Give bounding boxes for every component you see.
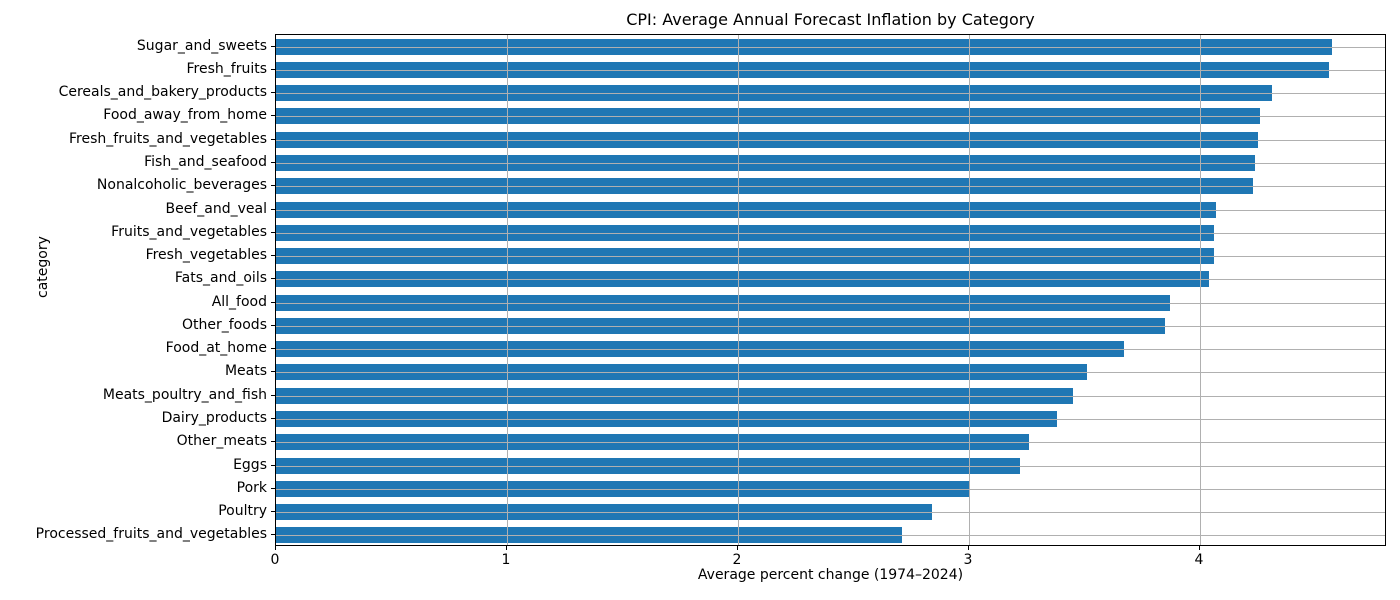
- y-tick-mark: [271, 92, 275, 94]
- y-tick-mark: [271, 511, 275, 513]
- y-tick-label-Fresh_fruits: Fresh_fruits: [186, 60, 268, 77]
- y-tick-label-Beef_and_veal: Beef_and_veal: [165, 200, 267, 217]
- y-axis-label: category: [34, 236, 51, 298]
- gridline-y-Processed_fruits_and_vegetables: [276, 535, 1385, 537]
- plot-area: [275, 34, 1386, 546]
- x-tick-label-2: 2: [732, 552, 742, 568]
- y-tick-mark: [271, 418, 275, 419]
- y-tick-mark: [271, 162, 275, 163]
- y-tick-label-All_food: All_food: [211, 293, 267, 310]
- y-tick-label-Cereals_and_bakery_products: Cereals_and_bakery_products: [58, 84, 267, 101]
- y-tick-label-Other_foods: Other_foods: [182, 316, 267, 333]
- gridline-y-Food_away_from_home: [276, 116, 1385, 118]
- y-tick-mark: [271, 115, 275, 117]
- y-tick-mark: [271, 348, 275, 350]
- x-tick-label-1: 1: [501, 552, 511, 568]
- y-tick-mark: [271, 278, 275, 280]
- x-tick-mark: [736, 546, 738, 550]
- gridline-y-Pork: [276, 488, 1385, 490]
- gridline-y-Food_at_home: [276, 349, 1385, 351]
- x-tick-label-3: 3: [963, 552, 973, 568]
- x-tick-mark: [505, 546, 507, 550]
- y-tick-mark: [271, 208, 275, 210]
- gridline-x-3: [968, 35, 970, 545]
- gridline-y-Eggs: [276, 465, 1385, 467]
- gridline-y-All_food: [276, 302, 1385, 304]
- gridline-y-Beef_and_veal: [276, 209, 1385, 211]
- gridline-y-Fats_and_oils: [276, 279, 1385, 281]
- y-tick-mark: [271, 231, 275, 233]
- y-tick-mark: [271, 324, 275, 326]
- gridline-y-Fresh_fruits: [276, 69, 1385, 71]
- y-tick-mark: [271, 371, 275, 373]
- gridline-y-Meats: [276, 372, 1385, 374]
- y-tick-mark: [271, 185, 275, 187]
- gridline-x-2: [737, 35, 739, 545]
- y-tick-label-Sugar_and_sweets: Sugar_and_sweets: [136, 37, 267, 54]
- y-tick-label-Meats: Meats: [224, 363, 267, 380]
- y-tick-mark: [271, 464, 275, 466]
- y-tick-label-Fresh_fruits_and_vegetables: Fresh_fruits_and_vegetables: [69, 130, 267, 147]
- y-tick-mark: [271, 255, 275, 257]
- chart-title: CPI: Average Annual Forecast Inflation b…: [626, 10, 1035, 29]
- y-tick-mark: [271, 138, 275, 140]
- gridline-y-Poultry: [276, 512, 1385, 514]
- gridline-y-Other_meats: [276, 442, 1385, 444]
- gridline-x-4: [1199, 35, 1201, 545]
- y-tick-mark: [271, 394, 275, 396]
- gridline-y-Other_foods: [276, 325, 1385, 327]
- gridline-y-Dairy_products: [276, 419, 1385, 420]
- y-tick-label-Fish_and_seafood: Fish_and_seafood: [144, 154, 267, 170]
- gridline-y-Sugar_and_sweets: [276, 46, 1385, 48]
- y-tick-mark: [271, 534, 275, 536]
- gridline-y-Fish_and_seafood: [276, 163, 1385, 164]
- y-tick-mark: [271, 301, 275, 303]
- gridline-y-Cereals_and_bakery_products: [276, 93, 1385, 95]
- x-axis-label: Average percent change (1974–2024): [697, 567, 964, 583]
- y-tick-label-Pork: Pork: [236, 479, 267, 496]
- x-tick-label-4: 4: [1194, 552, 1204, 568]
- gridline-y-Fruits_and_vegetables: [276, 232, 1385, 234]
- gridline-y-Nonalcoholic_beverages: [276, 186, 1385, 188]
- y-tick-label-Nonalcoholic_beverages: Nonalcoholic_beverages: [96, 177, 267, 194]
- y-tick-label-Other_meats: Other_meats: [176, 433, 267, 450]
- y-tick-label-Meats_poultry_and_fish: Meats_poultry_and_fish: [102, 386, 267, 403]
- y-tick-label-Fruits_and_vegetables: Fruits_and_vegetables: [111, 223, 267, 240]
- y-tick-mark: [271, 441, 275, 443]
- y-tick-mark: [271, 68, 275, 70]
- x-tick-mark: [275, 546, 276, 550]
- y-tick-mark: [271, 45, 275, 47]
- x-tick-label-0: 0: [270, 552, 280, 568]
- y-tick-label-Eggs: Eggs: [233, 456, 267, 473]
- y-tick-label-Poultry: Poultry: [218, 503, 267, 520]
- y-tick-label-Fats_and_oils: Fats_and_oils: [174, 270, 267, 287]
- y-tick-label-Food_at_home: Food_at_home: [165, 340, 267, 357]
- gridline-y-Fresh_vegetables: [276, 256, 1385, 258]
- x-tick-mark: [1198, 546, 1200, 550]
- gridline-y-Fresh_fruits_and_vegetables: [276, 139, 1385, 141]
- y-tick-label-Dairy_products: Dairy_products: [161, 410, 267, 426]
- gridline-x-1: [506, 35, 508, 545]
- y-tick-mark: [271, 487, 275, 489]
- x-tick-mark: [967, 546, 969, 550]
- y-tick-label-Fresh_vegetables: Fresh_vegetables: [145, 247, 267, 264]
- gridline-y-Meats_poultry_and_fish: [276, 395, 1385, 397]
- y-tick-label-Food_away_from_home: Food_away_from_home: [103, 107, 267, 124]
- y-tick-label-Processed_fruits_and_vegetables: Processed_fruits_and_vegetables: [35, 526, 267, 543]
